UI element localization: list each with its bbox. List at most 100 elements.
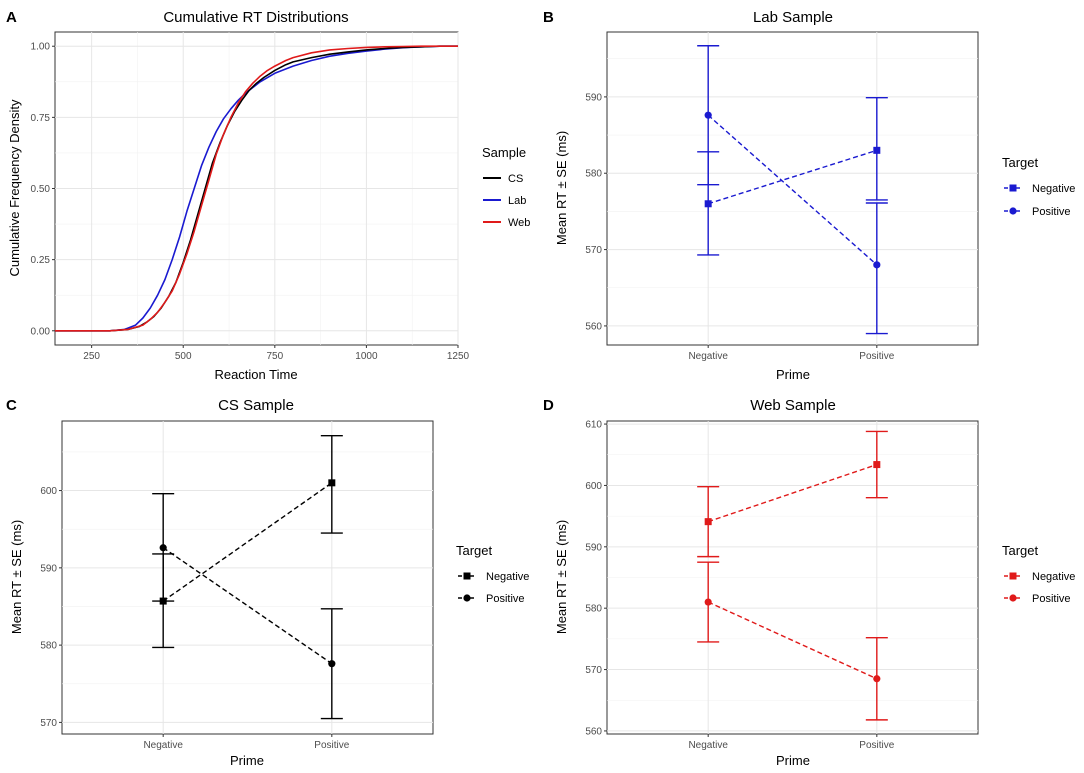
x-axis-label-d: Prime (776, 753, 810, 768)
series-marks-d (697, 430, 888, 721)
x-axis-label-c: Prime (230, 753, 264, 768)
legend-label-web: Web (508, 217, 530, 229)
chart-title-b: Lab Sample (753, 9, 833, 26)
legend-key-positive-b (1004, 207, 1022, 215)
y-tick-label: 610 (585, 420, 602, 431)
cdf-line-lab (55, 45, 458, 332)
panel-label-a: A (6, 9, 17, 26)
y-tick-label: 0.50 (31, 184, 51, 195)
y-tick-label: 590 (40, 563, 57, 574)
legend-label-positive-b: Positive (1032, 206, 1071, 218)
legend-marker (463, 594, 471, 602)
x-tick-label: Negative (143, 740, 183, 751)
legend-c: Target Negative Positive (456, 543, 529, 605)
legend-label-positive-c: Positive (486, 593, 525, 605)
x-axis-label-a: Reaction Time (214, 367, 297, 382)
panel-c: C CS Sample Negative Positive 570 580 590 60… (6, 397, 529, 768)
panel-b: B Lab Sample Negative Positive 5605705805… (543, 9, 1075, 382)
legend-key-negative-b (1004, 184, 1022, 192)
legend-label-negative-d: Negative (1032, 571, 1075, 583)
chart-title-c: CS Sample (218, 397, 294, 414)
y-tick-label: 1.00 (31, 42, 51, 53)
y-tick-label: 0.00 (31, 326, 51, 337)
legend-key-negative-d (1004, 572, 1022, 580)
panel-d: D Web Sample Negative Positive 5605705805… (543, 397, 1075, 768)
legend-b: Target Negative Positive (1002, 155, 1075, 218)
legend-key-positive-c (458, 594, 476, 602)
y-axis-label-d: Mean RT ± SE (ms) (554, 520, 569, 634)
y-ticks-a: 0.00 0.25 0.50 0.75 1.00 (31, 42, 55, 337)
legend-label-positive-d: Positive (1032, 593, 1071, 605)
legend-title-c: Target (456, 543, 493, 558)
legend-title-d: Target (1002, 543, 1039, 558)
point-positive (704, 598, 712, 606)
y-axis-label-b: Mean RT ± SE (ms) (554, 131, 569, 245)
legend-a: Sample CS Lab Web (482, 145, 530, 229)
point-positive (328, 660, 336, 668)
y-tick-label: 570 (40, 718, 57, 729)
chart-title-d: Web Sample (750, 397, 836, 414)
dashed-line-positive (707, 114, 878, 266)
x-tick-label: 250 (83, 351, 100, 362)
y-tick-label: 580 (585, 604, 602, 615)
legend-key-negative-c (458, 572, 476, 580)
legend-marker (1009, 207, 1017, 215)
x-tick-label: Positive (859, 740, 894, 751)
point-negative (704, 200, 712, 208)
dashed-line-positive (162, 547, 333, 665)
y-tick-label: 580 (40, 641, 57, 652)
dashed-line-negative (707, 149, 878, 205)
y-tick-label: 600 (585, 481, 602, 492)
legend-title-b: Target (1002, 155, 1039, 170)
series-marks-b (697, 45, 888, 335)
y-axis-label-a: Cumulative Frequency Density (7, 99, 22, 277)
point-negative (873, 146, 881, 154)
legend-key-positive-d (1004, 594, 1022, 602)
panel-label-b: B (543, 9, 554, 26)
point-negative (328, 479, 336, 487)
panel-label-d: D (543, 397, 554, 414)
y-tick-label: 0.75 (31, 113, 51, 124)
chart-title-a: Cumulative RT Distributions (163, 9, 348, 26)
x-tick-label: Positive (859, 351, 894, 362)
legend-marker (1009, 572, 1017, 580)
x-axis-label-b: Prime (776, 367, 810, 382)
legend-d: Target Negative Positive (1002, 543, 1075, 605)
x-tick-label: Negative (688, 351, 728, 362)
legend-label-cs: CS (508, 173, 523, 185)
dashed-line-negative (162, 482, 333, 602)
y-tick-label: 580 (585, 169, 602, 180)
x-ticks-b: Negative Positive (688, 345, 895, 362)
series-marks-c (152, 434, 343, 720)
y-tick-label: 560 (585, 321, 602, 332)
legend-label-lab: Lab (508, 195, 526, 207)
dashed-line-positive (707, 601, 878, 680)
panel-label-c: C (6, 397, 17, 414)
y-ticks-b: 560 570 580 590 (585, 92, 607, 332)
panel-a: A Cumulative RT Distributions 250 500 750 1… (6, 9, 530, 382)
dashed-line-negative (707, 463, 878, 523)
point-positive (873, 675, 881, 683)
y-tick-label: 570 (585, 245, 602, 256)
legend-marker (1009, 594, 1017, 602)
gridlines-d (607, 421, 978, 734)
x-ticks-a: 250 500 750 1000 1250 (83, 345, 470, 362)
legend-marker (1009, 184, 1017, 192)
x-tick-label: 500 (175, 351, 192, 362)
y-tick-label: 590 (585, 92, 602, 103)
point-positive (159, 544, 167, 552)
legend-marker (463, 572, 471, 580)
x-tick-label: 750 (266, 351, 283, 362)
x-ticks-c: Negative Positive (143, 734, 350, 751)
point-positive (873, 261, 881, 269)
y-tick-label: 0.25 (31, 255, 51, 266)
legend-label-negative-b: Negative (1032, 183, 1075, 195)
x-tick-label: 1250 (447, 351, 470, 362)
y-ticks-d: 560 570 580 590 600 610 (585, 420, 607, 737)
cdf-line-web (55, 45, 458, 332)
x-ticks-d: Negative Positive (688, 734, 895, 751)
x-tick-label: Negative (688, 740, 728, 751)
y-tick-label: 590 (585, 542, 602, 553)
x-tick-label: 1000 (355, 351, 378, 362)
